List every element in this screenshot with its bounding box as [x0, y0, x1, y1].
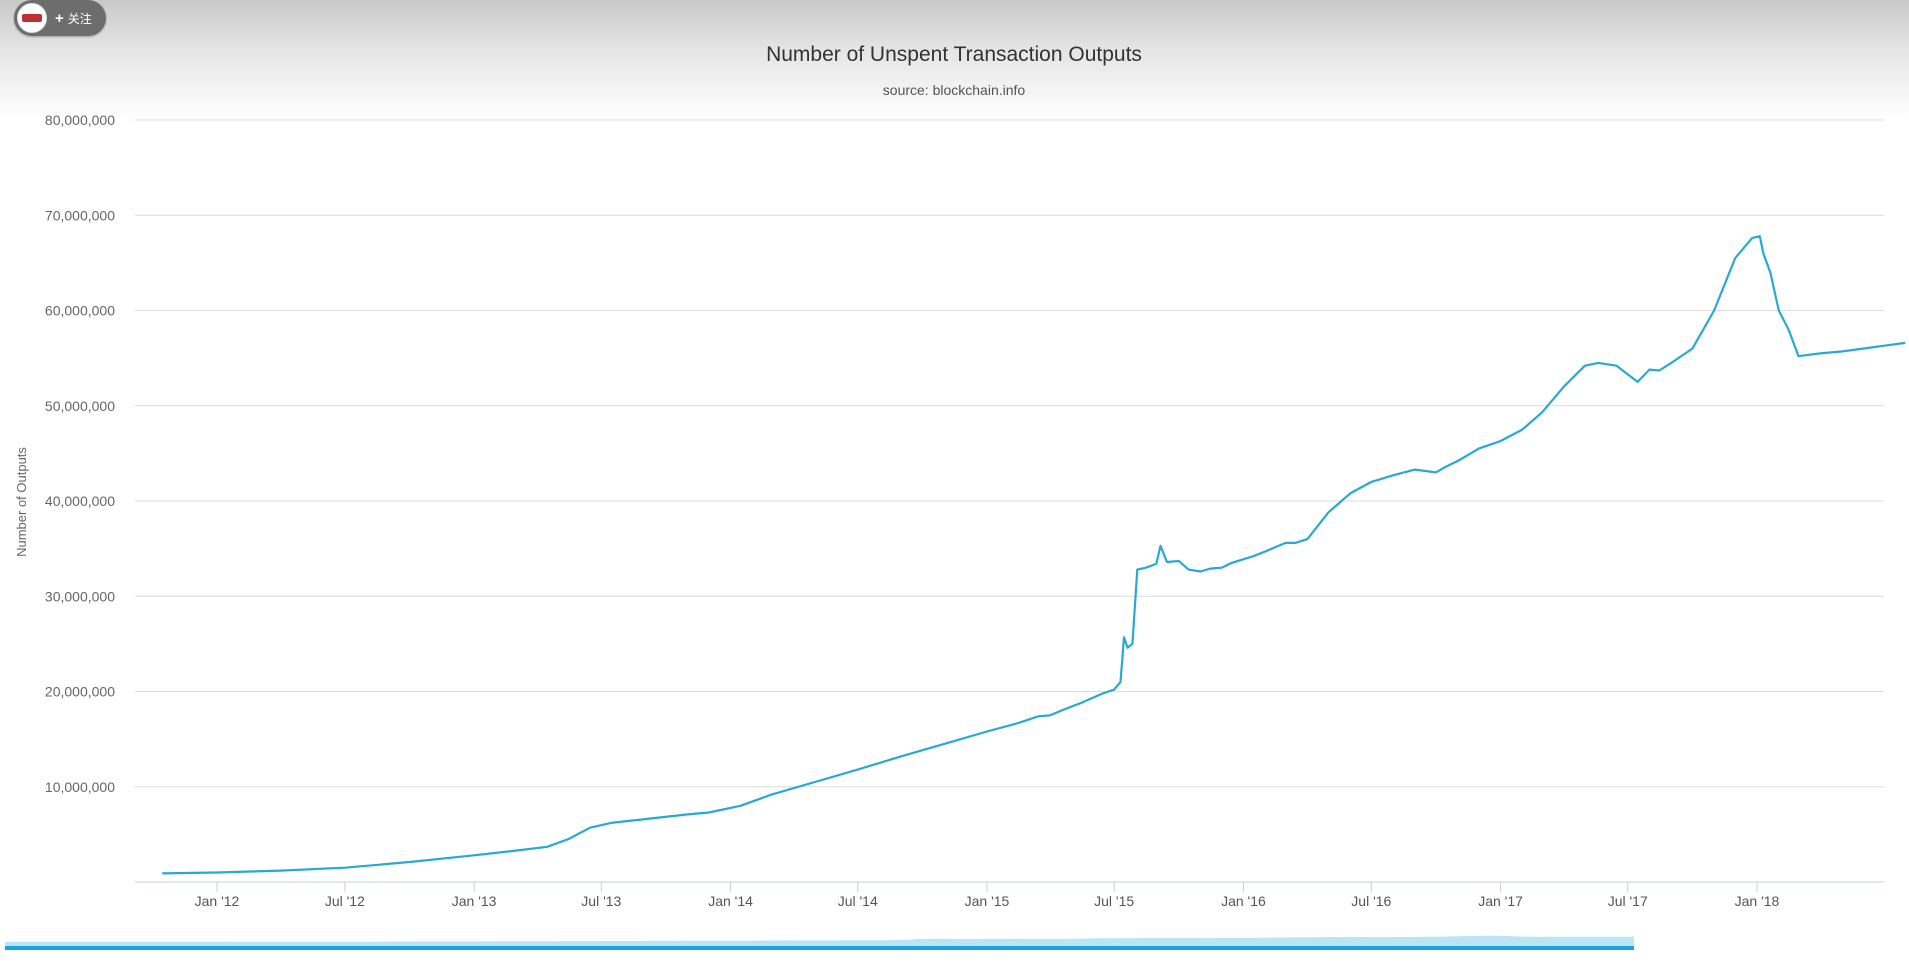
x-tick-label: Jul '17: [1608, 893, 1648, 909]
series-line-utxo[interactable]: [162, 235, 1906, 875]
y-tick-label: 80,000,000: [45, 112, 115, 128]
x-tick-label: Jan '14: [708, 893, 753, 909]
x-tick-label: Jan '12: [195, 893, 240, 909]
x-tick-label: Jul '14: [838, 893, 878, 909]
chart-subtitle: source: blockchain.info: [883, 82, 1026, 98]
y-tick-label: 70,000,000: [45, 207, 115, 223]
avatar-logo-icon: [17, 3, 47, 33]
y-tick-label: 40,000,000: [45, 493, 115, 509]
y-axis-ticks: 10,000,000 20,000,000 30,000,000 40,000,000…: [45, 112, 115, 795]
x-tick-label: Jan '17: [1478, 893, 1523, 909]
chart-title: Number of Unspent Transaction Outputs: [766, 43, 1142, 66]
plus-icon: +: [55, 9, 64, 27]
y-axis-label: Number of Outputs: [14, 447, 29, 557]
navigator-scrollbar[interactable]: [5, 935, 1634, 950]
grid-lines: [135, 119, 1884, 788]
x-tick-label: Jan '13: [452, 893, 497, 909]
x-tick-label: Jan '15: [965, 893, 1010, 909]
x-tick-label: Jul '13: [581, 893, 621, 909]
navigator-handle-bar[interactable]: [5, 946, 1634, 950]
x-tick-label: Jul '15: [1094, 893, 1134, 909]
y-tick-label: 20,000,000: [45, 684, 115, 700]
y-tick-label: 50,000,000: [45, 398, 115, 414]
x-tick-label: Jan '16: [1221, 893, 1266, 909]
header-gradient-background: [0, 0, 1909, 120]
navigator-area: [5, 935, 1634, 948]
y-tick-label: 10,000,000: [45, 779, 115, 795]
follow-button[interactable]: + 关注: [14, 0, 106, 36]
x-axis-ticks: Jan '12 Jul '12 Jan '13 Jul '13 Jan '14 Jul '…: [195, 882, 1780, 909]
y-tick-label: 30,000,000: [45, 588, 115, 604]
follow-label: 关注: [67, 11, 92, 26]
x-tick-label: Jul '12: [325, 893, 365, 909]
x-tick-label: Jul '16: [1351, 893, 1391, 909]
x-tick-label: Jan '18: [1735, 893, 1780, 909]
y-tick-label: 60,000,000: [45, 303, 115, 319]
